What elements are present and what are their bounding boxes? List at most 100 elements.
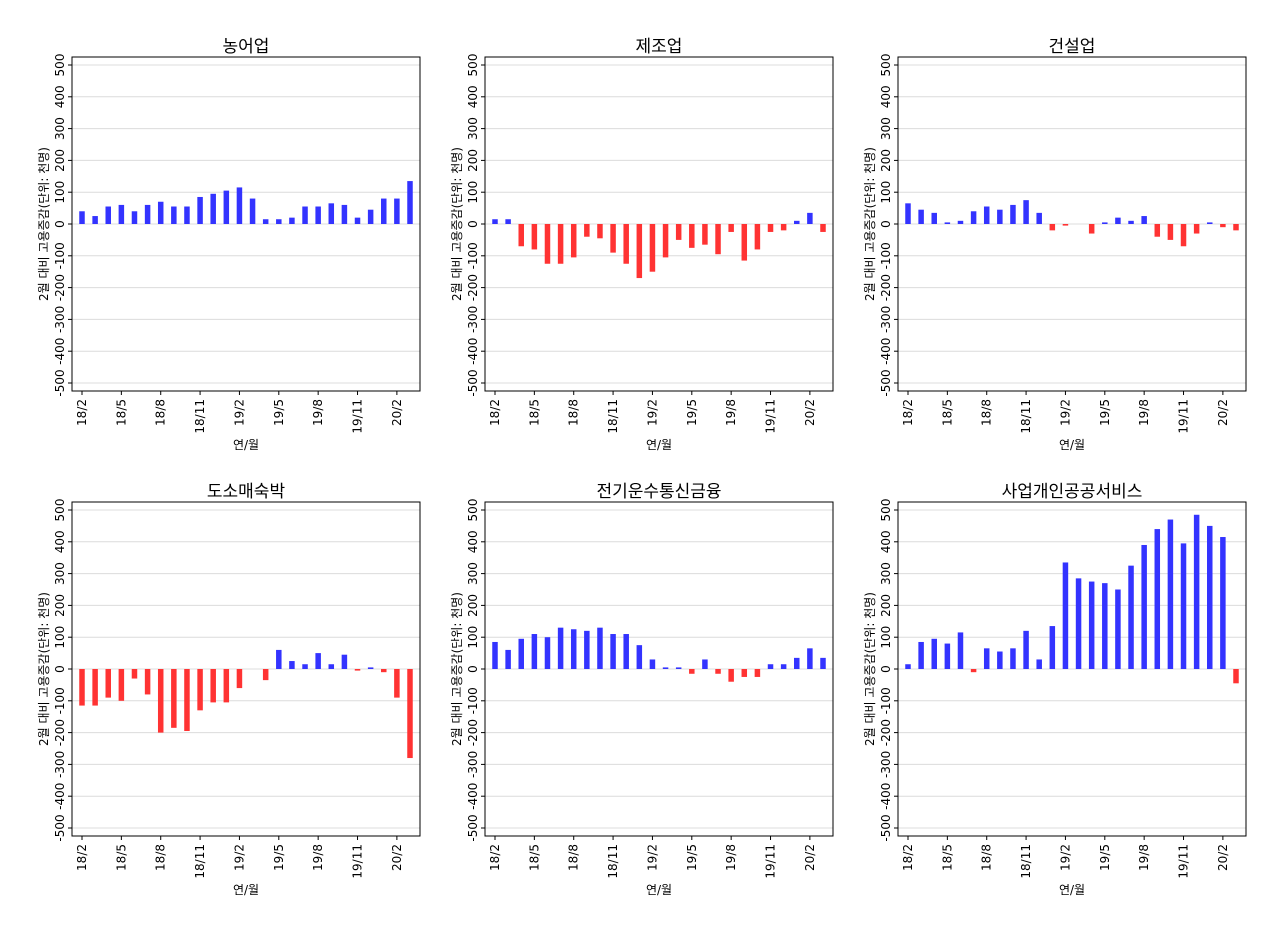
y-tick-label: 0 <box>879 220 893 228</box>
bar <box>394 198 400 224</box>
x-tick-label: 19/5 <box>685 399 699 426</box>
bar <box>715 669 721 674</box>
bar <box>983 206 990 224</box>
y-tick-label: -200 <box>879 719 893 746</box>
bar <box>584 630 590 669</box>
y-tick-label: -400 <box>466 783 480 810</box>
x-tick-label: 20/2 <box>803 844 817 871</box>
y-tick-label: 200 <box>466 594 480 617</box>
y-axis-label: 2월 대비 고용증감(단위: 천명) <box>36 147 51 301</box>
x-tick-label: 20/2 <box>803 399 817 426</box>
x-tick-label: 18/8 <box>154 844 168 871</box>
bar <box>79 669 85 706</box>
bar <box>1141 544 1147 669</box>
x-tick-label: 19/8 <box>724 844 738 871</box>
x-tick-label: 18/2 <box>488 399 502 426</box>
y-tick-label: -500 <box>53 369 67 396</box>
bar <box>394 669 400 698</box>
x-tick-label: 18/8 <box>567 399 581 426</box>
chart-panel: -500 -400 -300 -200 -100 0 100 200 300 400 500 18/2… <box>36 37 421 452</box>
bar <box>197 196 203 224</box>
x-axis-label: 연/월 <box>233 883 259 897</box>
y-tick-label: -300 <box>466 751 480 778</box>
bar <box>957 632 964 669</box>
bar <box>662 224 669 258</box>
bar <box>518 224 524 247</box>
x-tick-label: 18/2 <box>488 844 502 871</box>
chart-title: 사업개인공공서비스 <box>1002 482 1143 502</box>
bar <box>1167 224 1174 240</box>
y-tick-label: 200 <box>466 149 480 172</box>
bar <box>649 659 656 669</box>
bar <box>1049 224 1056 231</box>
bar <box>544 224 551 264</box>
bar <box>1062 224 1069 226</box>
x-tick-label: 18/11 <box>193 399 207 434</box>
bar <box>1088 224 1095 234</box>
y-tick-label: 500 <box>879 499 893 522</box>
x-tick-label: 19/11 <box>1177 844 1191 879</box>
x-tick-label: 19/5 <box>272 399 286 426</box>
x-tick-label: 19/8 <box>724 399 738 426</box>
y-tick-label: -100 <box>879 242 893 269</box>
bar <box>636 224 643 279</box>
bar <box>505 219 511 224</box>
y-axis-label: 2월 대비 고용증감(단위: 천명) <box>862 147 877 301</box>
bar <box>1023 200 1029 224</box>
bar <box>236 669 243 689</box>
bar <box>236 187 243 224</box>
chart-title: 제조업 <box>636 37 683 57</box>
y-tick-label: -400 <box>53 783 67 810</box>
y-tick-label: 100 <box>879 181 893 204</box>
bar <box>689 669 695 674</box>
bar <box>1062 562 1069 669</box>
bar <box>1207 222 1213 224</box>
y-tick-label: 400 <box>879 530 893 553</box>
bar <box>1010 204 1016 224</box>
y-tick-label: 300 <box>53 562 67 585</box>
bar <box>754 669 761 677</box>
bar <box>315 653 321 669</box>
bar <box>780 224 787 231</box>
x-tick-label: 18/8 <box>154 399 168 426</box>
x-tick-label: 18/5 <box>940 844 954 871</box>
x-axis-label: 연/월 <box>1059 438 1085 452</box>
bar <box>1220 224 1226 228</box>
bar <box>79 211 85 224</box>
y-tick-label: 100 <box>466 181 480 204</box>
x-tick-label: 18/8 <box>980 399 994 426</box>
y-axis-label: 2월 대비 고용증감(단위: 천명) <box>449 592 464 746</box>
bar <box>171 206 177 224</box>
bar <box>262 669 269 681</box>
y-tick-label: 100 <box>53 181 67 204</box>
bar <box>997 209 1003 224</box>
bar <box>262 219 269 224</box>
bar <box>1220 537 1226 669</box>
bar <box>983 648 990 669</box>
x-tick-label: 19/2 <box>1058 844 1072 871</box>
y-tick-label: -400 <box>53 338 67 365</box>
chart-panel: -500 -400 -300 -200 -100 0 100 200 300 400 500 18/2… <box>862 482 1247 897</box>
bar <box>92 669 98 706</box>
y-tick-label: 0 <box>879 665 893 673</box>
x-tick-label: 19/2 <box>232 844 246 871</box>
y-tick-label: 300 <box>879 117 893 140</box>
x-tick-label: 18/8 <box>980 844 994 871</box>
x-tick-label: 18/8 <box>567 844 581 871</box>
bar <box>794 220 800 224</box>
y-tick-label: -200 <box>466 719 480 746</box>
bar <box>118 669 125 701</box>
bar <box>584 224 590 237</box>
y-tick-label: 200 <box>879 149 893 172</box>
bar <box>557 224 564 264</box>
bar <box>144 669 151 695</box>
bar <box>570 224 577 258</box>
bar <box>918 209 924 224</box>
y-tick-label: -100 <box>466 242 480 269</box>
bar <box>1102 583 1108 669</box>
bar <box>597 224 603 239</box>
x-tick-label: 19/5 <box>1098 399 1112 426</box>
bar <box>184 206 190 224</box>
bar <box>931 212 937 224</box>
x-axis-label: 연/월 <box>233 438 259 452</box>
